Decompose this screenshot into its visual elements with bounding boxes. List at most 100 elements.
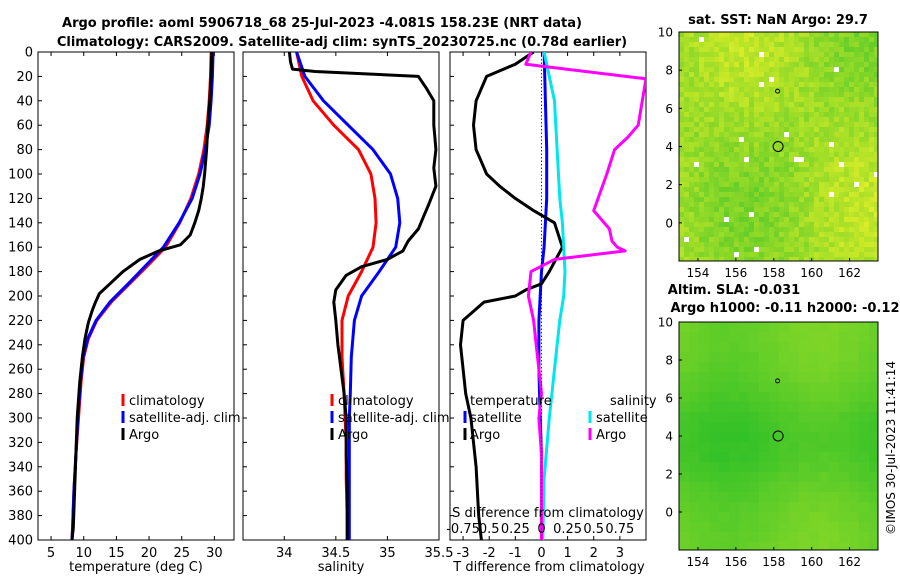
- map-cell: [709, 132, 715, 138]
- map-cell: [864, 242, 870, 248]
- map-cell: [714, 92, 720, 98]
- map-cell: [764, 202, 770, 208]
- map-cell: [749, 117, 755, 123]
- map-cell: [694, 237, 700, 243]
- map-cell: [864, 147, 870, 153]
- map-cell: [779, 392, 790, 403]
- map-cell: [769, 472, 780, 483]
- map-cell: [834, 32, 840, 38]
- map-cell: [734, 162, 740, 168]
- map-cell: [809, 482, 820, 493]
- map-cell: [779, 37, 785, 43]
- map-cell: [684, 107, 690, 113]
- map-cell: [839, 482, 850, 493]
- map-cell: [794, 92, 800, 98]
- map-cell: [754, 242, 760, 248]
- map-cell: [689, 57, 695, 63]
- map-cell: [824, 227, 830, 233]
- map-cell: [869, 137, 875, 143]
- map-cell: [774, 197, 780, 203]
- map-cell: [679, 332, 690, 343]
- map-cell: [694, 242, 700, 248]
- map-cell: [789, 87, 795, 93]
- difference-xlabel: T difference from climatology: [452, 560, 645, 575]
- map-x-tick-label: 156: [724, 555, 747, 569]
- map-cell: [679, 132, 685, 138]
- map-cell: [774, 137, 780, 143]
- map-cell: [754, 62, 760, 68]
- map-cell: [704, 162, 710, 168]
- map-cell: [864, 232, 870, 238]
- map-cell: [779, 482, 790, 493]
- map-cell: [739, 87, 745, 93]
- map-cell: [719, 412, 730, 423]
- map-cell: [764, 162, 770, 168]
- depth-tick-label: 380: [8, 509, 33, 524]
- figure-title-line1: Argo profile: aoml 5906718_68 25-Jul-202…: [62, 16, 582, 31]
- map-cell: [824, 97, 830, 103]
- map-cell: [689, 392, 700, 403]
- map-cell: [729, 87, 735, 93]
- map-cell: [684, 222, 690, 228]
- map-cell: [699, 167, 705, 173]
- map-cell: [769, 222, 775, 228]
- map-cell: [689, 127, 695, 133]
- map-cell: [759, 452, 770, 463]
- map-cell: [769, 102, 775, 108]
- map-cell: [804, 87, 810, 93]
- map-cell: [774, 237, 780, 243]
- map-cell: [819, 77, 825, 83]
- map-cell: [769, 77, 775, 83]
- map-cell: [834, 257, 840, 261]
- map-cell: [714, 72, 720, 78]
- map-cell: [839, 67, 845, 73]
- map-cell: [869, 112, 875, 118]
- map-cell: [824, 132, 830, 138]
- map-cell: [819, 382, 830, 393]
- map-cell: [804, 72, 810, 78]
- map-cell: [819, 362, 830, 373]
- map-cell: [694, 42, 700, 48]
- map-cell: [779, 182, 785, 188]
- map-cell: [829, 32, 835, 38]
- map-cell: [709, 67, 715, 73]
- map-cell: [794, 197, 800, 203]
- map-cell: [779, 87, 785, 93]
- map-cell: [824, 77, 830, 83]
- map-cell: [759, 232, 765, 238]
- map-cell: [714, 182, 720, 188]
- map-cell: [774, 67, 780, 73]
- map-cell: [799, 42, 805, 48]
- map-cell: [759, 207, 765, 213]
- map-cell: [754, 182, 760, 188]
- map-cell: [709, 402, 720, 413]
- map-cell: [804, 142, 810, 148]
- map-cell: [754, 117, 760, 123]
- map-cell: [809, 122, 815, 128]
- map-cell: [819, 47, 825, 53]
- map-cell: [764, 257, 770, 261]
- map-cell: [849, 252, 855, 258]
- map-cell: [849, 227, 855, 233]
- map-cell: [739, 117, 745, 123]
- map-cell: [859, 322, 870, 333]
- map-cell: [849, 372, 860, 383]
- map-cell: [839, 182, 845, 188]
- map-cell: [749, 62, 755, 68]
- map-cell: [704, 77, 710, 83]
- map-cell: [779, 342, 790, 353]
- map-cell: [714, 167, 720, 173]
- map-cell: [809, 232, 815, 238]
- map-cell: [819, 102, 825, 108]
- map-cell: [744, 257, 750, 261]
- map-cell: [869, 107, 875, 113]
- map-cell: [754, 77, 760, 83]
- map-cell: [749, 322, 760, 333]
- map-cell: [784, 227, 790, 233]
- map-cell: [864, 172, 870, 178]
- map-cell: [859, 152, 865, 158]
- map-cell: [814, 172, 820, 178]
- map-cell: [684, 67, 690, 73]
- map-cell: [704, 87, 710, 93]
- map-cell: [789, 462, 800, 473]
